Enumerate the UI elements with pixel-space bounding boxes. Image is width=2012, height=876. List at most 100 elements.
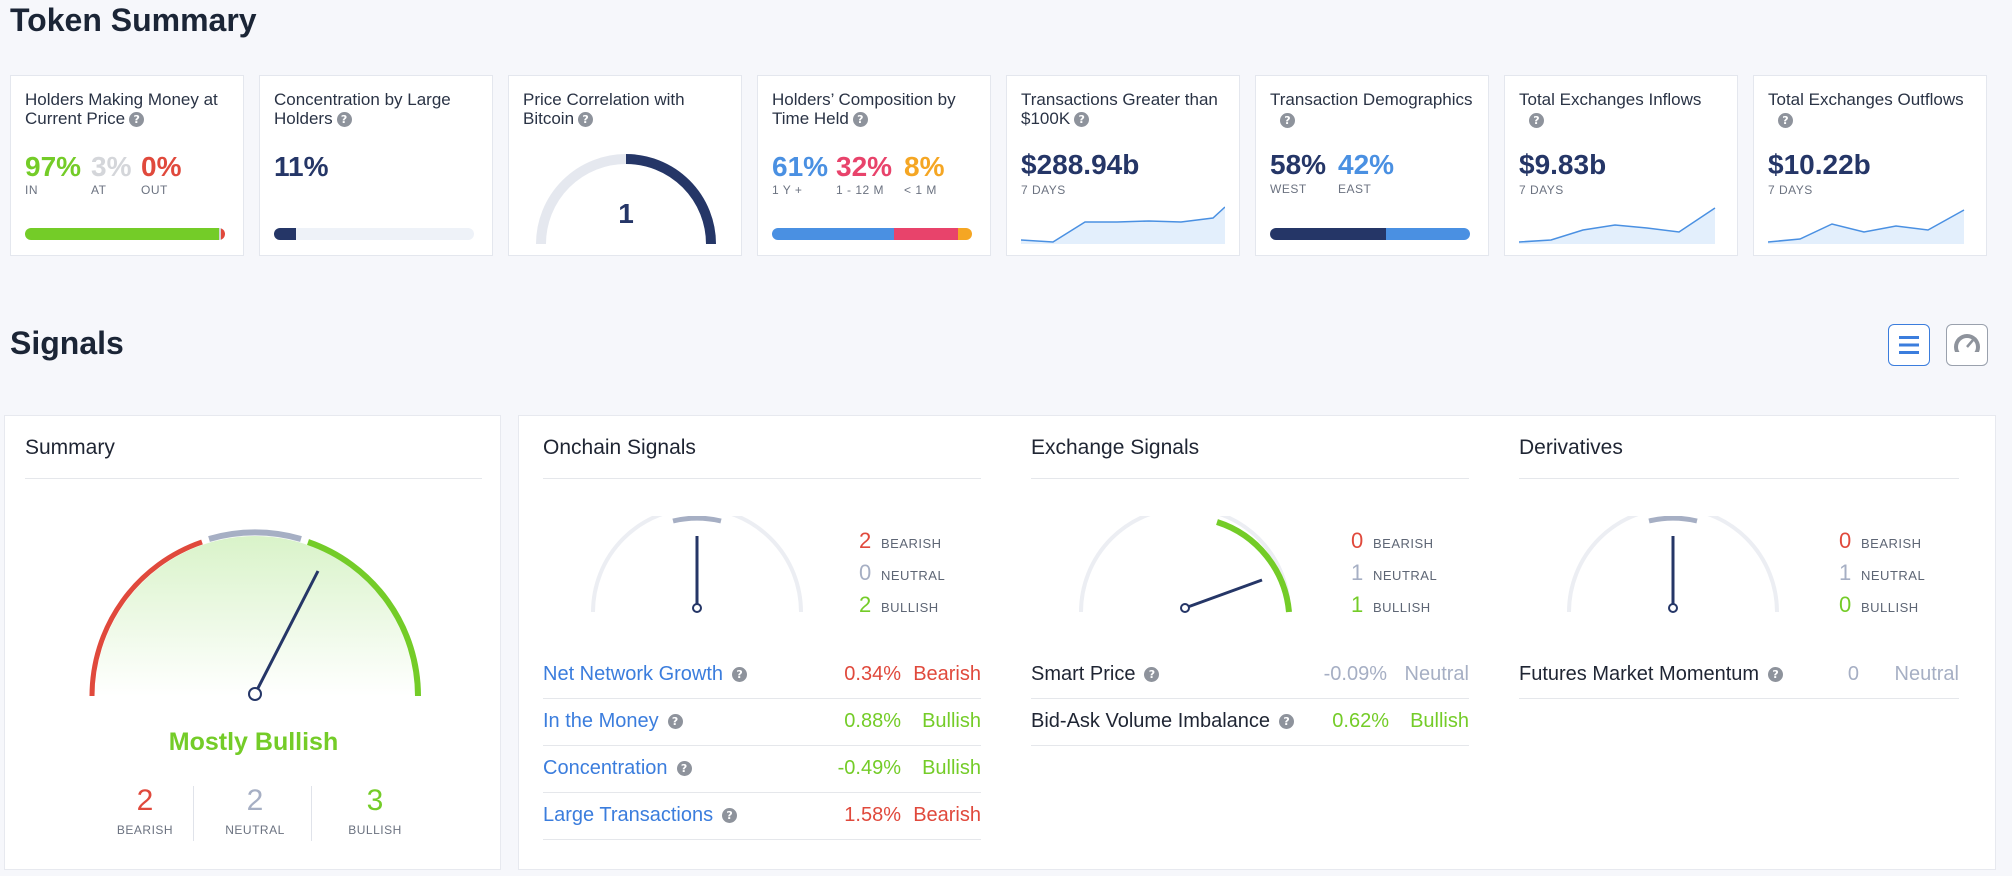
west-label: WEST xyxy=(1270,182,1307,196)
card-title: Concentration by Large Holders xyxy=(274,90,451,128)
help-icon[interactable]: ? xyxy=(676,761,692,777)
help-icon[interactable]: ? xyxy=(1768,667,1784,683)
demographics-bar xyxy=(1270,228,1470,240)
derivatives-bullish-count: 0 xyxy=(1839,592,1852,617)
card-title: Total Exchanges Inflows xyxy=(1519,90,1702,109)
at-label: AT xyxy=(91,183,107,197)
out-label: OUT xyxy=(141,183,168,197)
card-concentration[interactable]: Concentration by Large Holders? 11% xyxy=(259,75,493,256)
card-exchange-inflows[interactable]: Total Exchanges Inflows? $9.83b 7 DAYS xyxy=(1504,75,1738,256)
help-icon[interactable]: ? xyxy=(1144,667,1160,683)
signal-status: Bullish xyxy=(922,757,981,779)
signal-row-in-the-money[interactable]: In the Money? 0.88% Bullish xyxy=(543,700,981,746)
out-value: 0% xyxy=(141,151,182,182)
exchange-bearish-label: BEARISH xyxy=(1373,536,1434,551)
summary-bearish-label: BEARISH xyxy=(116,823,174,837)
token-summary-title: Token Summary xyxy=(10,2,257,38)
inflows-value: $9.83b xyxy=(1519,149,1607,180)
east-value: 42% xyxy=(1338,149,1395,180)
exchange-bearish-count: 0 xyxy=(1351,528,1364,553)
signal-row-large-transactions[interactable]: Large Transactions? 1.58% Bearish xyxy=(543,794,981,840)
large-tx-sparkline xyxy=(1021,206,1225,244)
card-holders-composition[interactable]: Holders’ Composition by Time Held? 61% 1… xyxy=(757,75,991,256)
correlation-value: 1 xyxy=(618,198,634,229)
summary-neutral-count: 2 xyxy=(246,784,264,817)
card-price-correlation[interactable]: Price Correlation with Bitcoin? 1 xyxy=(508,75,742,256)
onchain-title: Onchain Signals xyxy=(543,436,696,459)
help-icon[interactable]: ? xyxy=(1074,112,1090,128)
signals-title: Signals xyxy=(10,325,124,361)
signal-value: 0.34% xyxy=(844,663,901,685)
signal-name[interactable]: Concentration? xyxy=(543,757,692,780)
exchange-bullish-label: BULLISH xyxy=(1373,600,1431,615)
derivatives-bearish-count: 0 xyxy=(1839,528,1852,553)
card-title: Total Exchanges Outflows xyxy=(1768,90,1964,109)
derivatives-bearish-label: BEARISH xyxy=(1861,536,1922,551)
help-icon[interactable]: ? xyxy=(1529,113,1544,129)
derivatives-neutral-count: 1 xyxy=(1839,560,1852,585)
exchange-bullish-count: 1 xyxy=(1351,592,1364,617)
list-view-button[interactable] xyxy=(1888,324,1930,366)
summary-title: Summary xyxy=(25,436,115,459)
in-out-bar xyxy=(25,228,225,240)
exchange-title: Exchange Signals xyxy=(1031,436,1200,459)
signal-row-smart-price[interactable]: Smart Price? -0.09% Neutral xyxy=(1031,653,1469,699)
onchain-gauge xyxy=(591,516,803,613)
onchain-bullish-label: BULLISH xyxy=(881,600,939,615)
card-title: Holders’ Composition by Time Held xyxy=(772,90,956,128)
derivatives-gauge xyxy=(1567,516,1779,613)
signal-value: 1.58% xyxy=(844,804,901,826)
signal-name[interactable]: Large Transactions? xyxy=(543,804,738,827)
large-tx-value: $288.94b xyxy=(1021,149,1140,180)
signal-name[interactable]: Bid-Ask Volume Imbalance? xyxy=(1031,710,1295,733)
card-large-transactions[interactable]: Transactions Greater than $100K? $288.94… xyxy=(1006,75,1240,256)
signal-status: Neutral xyxy=(1404,663,1469,685)
signal-row-concentration[interactable]: Concentration? -0.49% Bullish xyxy=(543,747,981,793)
list-icon xyxy=(1899,336,1919,354)
1y-label: 1 Y + xyxy=(772,183,803,197)
help-icon[interactable]: ? xyxy=(336,112,352,128)
help-icon[interactable]: ? xyxy=(732,667,748,683)
exchange-neutral-label: NEUTRAL xyxy=(1373,568,1438,583)
signal-status: Bullish xyxy=(1410,710,1469,732)
at-value: 3% xyxy=(91,151,132,182)
help-icon[interactable]: ? xyxy=(1279,714,1295,730)
outflows-sparkline xyxy=(1768,209,1965,244)
exchange-gauge xyxy=(1079,516,1292,613)
card-holders-making-money[interactable]: Holders Making Money at Current Price? 9… xyxy=(10,75,244,256)
card-transaction-demographics[interactable]: Transaction Demographics? 58% WEST 42% E… xyxy=(1255,75,1489,256)
signal-name[interactable]: Smart Price? xyxy=(1031,663,1160,686)
signal-name[interactable]: In the Money? xyxy=(543,710,683,733)
card-exchange-outflows[interactable]: Total Exchanges Outflows? $10.22b 7 DAYS xyxy=(1753,75,1987,256)
signal-name[interactable]: Net Network Growth? xyxy=(543,663,748,686)
1-12m-value: 32% xyxy=(836,151,893,182)
onchain-neutral-count: 0 xyxy=(859,560,872,585)
signal-value: -0.09% xyxy=(1323,663,1387,685)
card-title: Price Correlation with Bitcoin xyxy=(523,90,685,128)
signal-value: 0 xyxy=(1847,663,1859,685)
inflows-period: 7 DAYS xyxy=(1519,183,1564,197)
signal-value: 0.62% xyxy=(1332,710,1389,732)
help-icon[interactable]: ? xyxy=(667,714,683,730)
help-icon[interactable]: ? xyxy=(852,112,868,128)
card-title: Transaction Demographics xyxy=(1270,90,1473,109)
help-icon[interactable]: ? xyxy=(578,112,594,128)
composition-bar xyxy=(772,228,972,240)
signals-details-panel: Onchain Signals 2 BEARISH 0 NEUTRAL 2 BU… xyxy=(518,415,1996,870)
signal-row-net-network-growth[interactable]: Net Network Growth? 0.34% Bearish xyxy=(543,653,981,699)
gauge-icon xyxy=(1954,334,1980,361)
lt1m-label: < 1 M xyxy=(904,183,937,197)
summary-panel: Summary Mostly Bullish 2 BEARISH 2 NEUTR… xyxy=(4,415,501,870)
signal-name[interactable]: Futures Market Momentum? xyxy=(1519,663,1784,686)
gauge-view-button[interactable] xyxy=(1946,324,1988,366)
lt1m-value: 8% xyxy=(904,151,945,182)
signal-row-futures-momentum[interactable]: Futures Market Momentum? 0 Neutral xyxy=(1519,653,1959,699)
help-icon[interactable]: ? xyxy=(722,808,738,824)
help-icon[interactable]: ? xyxy=(1280,113,1295,129)
help-icon[interactable]: ? xyxy=(1778,113,1793,129)
help-icon[interactable]: ? xyxy=(129,112,145,128)
signal-row-bid-ask-imbalance[interactable]: Bid-Ask Volume Imbalance? 0.62% Bullish xyxy=(1031,700,1469,746)
in-value: 97% xyxy=(25,151,82,182)
in-label: IN xyxy=(25,183,38,197)
large-tx-period: 7 DAYS xyxy=(1021,183,1066,197)
